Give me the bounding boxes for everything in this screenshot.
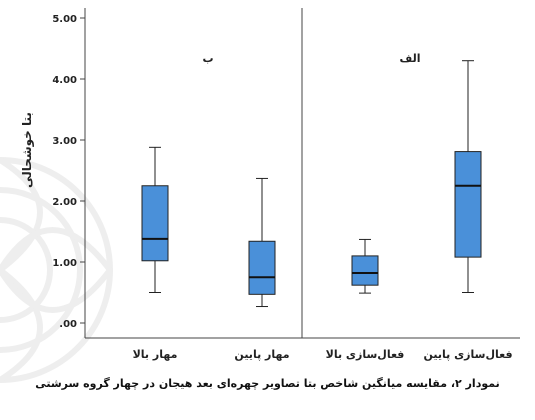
iqr-box: [248, 240, 276, 295]
box-4: [454, 60, 482, 293]
x-axis-labels: مهار بالا مهار پایین فعال‌سازی بالا فعال‌سا…: [133, 348, 513, 361]
y-tick-label: .00: [59, 319, 77, 330]
y-tick-label: 2.00: [52, 197, 77, 208]
iqr-box: [351, 255, 379, 286]
panel-label: الف: [399, 52, 420, 65]
iqr-box: [141, 185, 169, 262]
y-tick-label: 5.00: [52, 14, 77, 25]
y-tick-label: 3.00: [52, 136, 77, 147]
panel-label: ب: [202, 52, 213, 65]
iqr-box: [454, 151, 482, 258]
y-axis-ticks: .00 1.00 2.00 3.00 4.00 5.00: [52, 14, 85, 330]
x-category-label: فعال‌سازی بالا: [326, 348, 405, 361]
box-2: [248, 177, 276, 308]
y-tick-label: 1.00: [52, 258, 77, 269]
figure-caption: نمودار ۲، مقایسه میانگین شاخص بتا تصاویر…: [35, 377, 500, 390]
x-category-label: مهار پایین: [234, 348, 289, 361]
box-3: [351, 238, 379, 294]
plot-axes: ب الف: [84, 8, 520, 339]
x-category-label: مهار بالا: [133, 348, 178, 361]
y-axis-label: بتا خوشحالی: [20, 112, 35, 188]
box-plot-chart: ب الف .001.002.003.004.005.00 مهار بالا مه…: [20, 8, 520, 361]
box-1: [141, 146, 169, 293]
x-category-label: فعال‌سازی پایین: [423, 348, 512, 361]
box-series: [141, 60, 482, 308]
decorative-watermark: [0, 157, 113, 383]
y-tick-label: 4.00: [52, 75, 77, 86]
